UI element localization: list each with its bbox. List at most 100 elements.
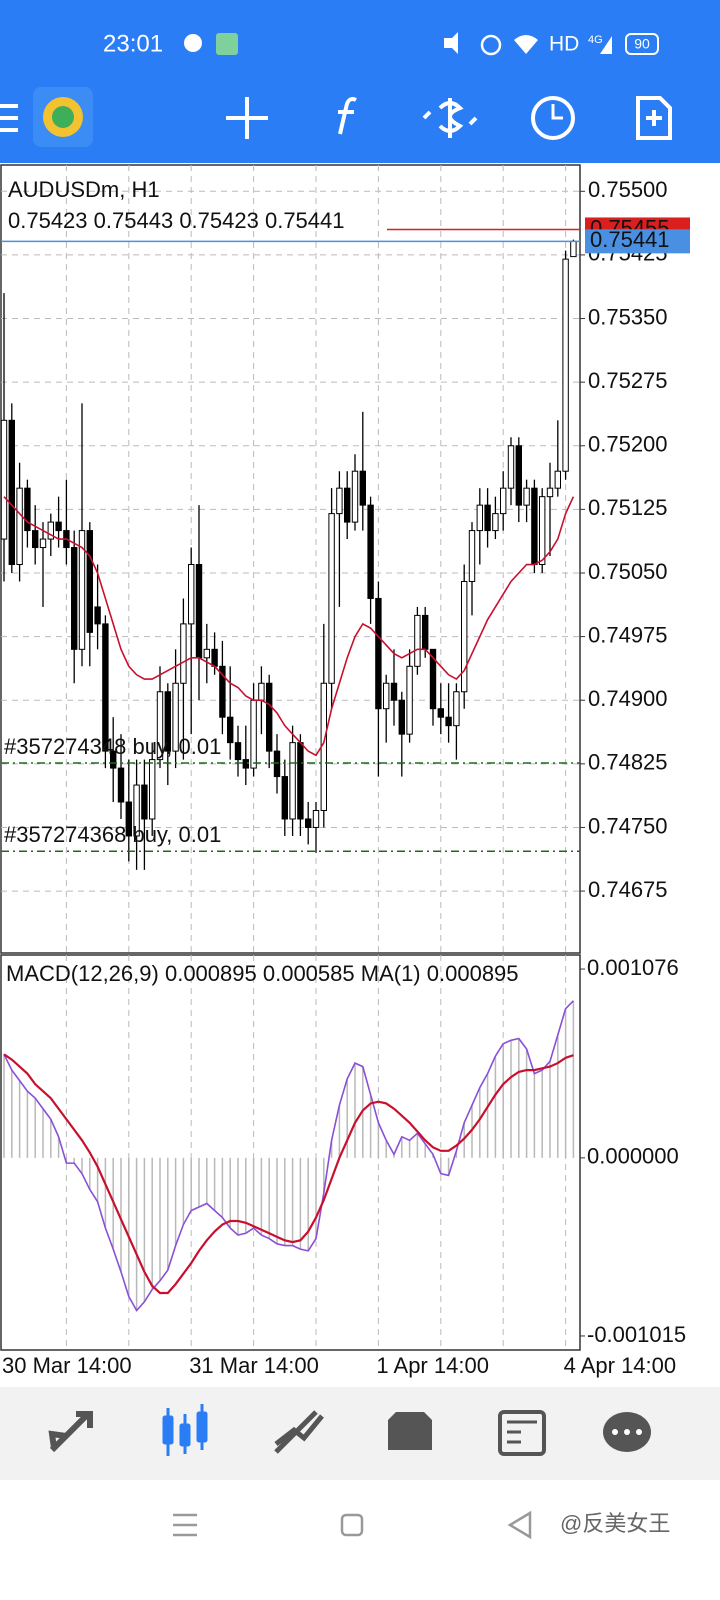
candle-body xyxy=(406,665,413,735)
news-tab[interactable] xyxy=(498,1410,546,1456)
candle-body xyxy=(492,513,499,532)
candle-body xyxy=(266,682,273,752)
signal-type: 4G xyxy=(588,34,603,46)
candle-body xyxy=(437,708,445,718)
candle-body xyxy=(156,691,164,761)
signal-line xyxy=(3,1053,574,1295)
candle-body xyxy=(500,487,507,515)
period-button[interactable] xyxy=(531,96,575,140)
y-tick-label: 0.75200 xyxy=(588,432,668,457)
status-time: 23:01 xyxy=(103,30,163,57)
x-tick-label: 30 Mar 14:00 xyxy=(2,1353,132,1378)
candle-body xyxy=(539,496,546,566)
close-value: 0.75441 xyxy=(265,208,345,233)
x-tick-label: 31 Mar 14:00 xyxy=(189,1353,319,1378)
candle-body xyxy=(305,818,312,828)
macd-title: MACD(12,26,9) xyxy=(6,961,159,986)
objects-button[interactable] xyxy=(636,96,672,140)
battery-level: 90 xyxy=(634,36,650,52)
y-tick-label: 0.000000 xyxy=(587,1144,679,1169)
candle-body xyxy=(312,809,320,828)
y-tick-label: 0.74975 xyxy=(588,622,668,647)
trade-tab[interactable] xyxy=(274,1410,324,1454)
candle-body xyxy=(78,530,86,650)
home-key[interactable] xyxy=(340,1513,364,1537)
candle-body xyxy=(117,767,125,803)
candle-body xyxy=(344,487,351,523)
chart-tab[interactable] xyxy=(162,1404,208,1456)
quotes-tab[interactable] xyxy=(48,1411,93,1453)
candle-body xyxy=(359,470,367,506)
menu-button[interactable] xyxy=(0,104,18,132)
indicators-button[interactable] xyxy=(338,97,357,135)
candle-body xyxy=(258,682,265,701)
y-tick-label: 0.75350 xyxy=(588,304,668,329)
macd-line xyxy=(3,1000,574,1312)
candle-body xyxy=(47,521,54,540)
ohlc-readout: 0.75423 0.75443 0.75423 0.75441 xyxy=(8,208,345,233)
candle-body xyxy=(86,530,93,633)
chart-title: AUDUSDm, H1 xyxy=(8,177,160,202)
candle-body xyxy=(8,419,16,566)
y-tick-label: -0.001015 xyxy=(587,1322,686,1347)
app-icon xyxy=(216,33,238,55)
candle-body xyxy=(484,504,491,532)
candle-body xyxy=(273,750,281,778)
y-tick-label: 0.74825 xyxy=(588,750,668,775)
candle-body xyxy=(336,487,343,515)
candle-body xyxy=(351,470,359,523)
battery-icon xyxy=(625,33,659,55)
candle-body xyxy=(367,504,374,599)
candle-body xyxy=(24,487,31,532)
watermark: @反美女王 xyxy=(560,1511,670,1536)
system-nav xyxy=(0,1480,720,1600)
signal-icon xyxy=(600,36,612,54)
candle-body xyxy=(546,487,554,498)
signal-value: 0.000585 xyxy=(263,961,355,986)
candle-body xyxy=(125,801,132,837)
y-tick-label: 0.74750 xyxy=(588,813,668,838)
order-label: #357274368 buy, 0.01 xyxy=(4,822,221,847)
candle-body xyxy=(445,716,452,727)
x-tick-label: 1 Apr 14:00 xyxy=(376,1353,489,1378)
candle-body xyxy=(227,716,234,744)
candle-body xyxy=(55,521,62,532)
candle-body xyxy=(102,623,109,752)
macd-panel xyxy=(0,954,581,1351)
candle-body xyxy=(211,648,218,667)
candle-body xyxy=(383,682,390,710)
candle-body xyxy=(570,240,577,258)
candle-body xyxy=(242,759,250,769)
menu-key[interactable] xyxy=(173,1513,197,1537)
high-value: 0.75443 xyxy=(94,208,174,233)
candle-body xyxy=(375,597,382,710)
candle-body xyxy=(390,682,398,701)
status-icons xyxy=(184,32,538,56)
bottom-nav xyxy=(0,1387,720,1480)
app-logo-core xyxy=(52,106,74,128)
candle-body xyxy=(164,691,172,752)
price-layer: 0.755000.754250.753500.752750.752000.751… xyxy=(0,165,690,953)
order-label: #357274348 buy, 0.01 xyxy=(4,734,221,759)
ma-title: MA(1) xyxy=(361,961,421,986)
candle-body xyxy=(453,691,460,727)
candle-body xyxy=(188,564,195,625)
candle-body xyxy=(234,742,242,761)
mute-icon xyxy=(444,32,458,54)
back-key[interactable] xyxy=(507,1510,532,1540)
macd-layer: 0.001076 0.000000 -0.001015 xyxy=(3,955,686,1350)
candle-body xyxy=(328,513,335,684)
trade-button[interactable] xyxy=(422,98,478,138)
candle-body xyxy=(289,742,296,820)
candle-body xyxy=(461,580,468,693)
candle-body xyxy=(195,564,203,659)
candle-body xyxy=(515,445,522,506)
y-tick-label: 0.74900 xyxy=(588,686,668,711)
wechat-icon xyxy=(184,34,202,52)
candle-body xyxy=(32,530,39,549)
system-nav-icons xyxy=(173,1510,532,1540)
history-tab[interactable] xyxy=(388,1412,432,1450)
y-tick-label: 0.75050 xyxy=(588,559,668,584)
candle-body xyxy=(523,487,530,506)
